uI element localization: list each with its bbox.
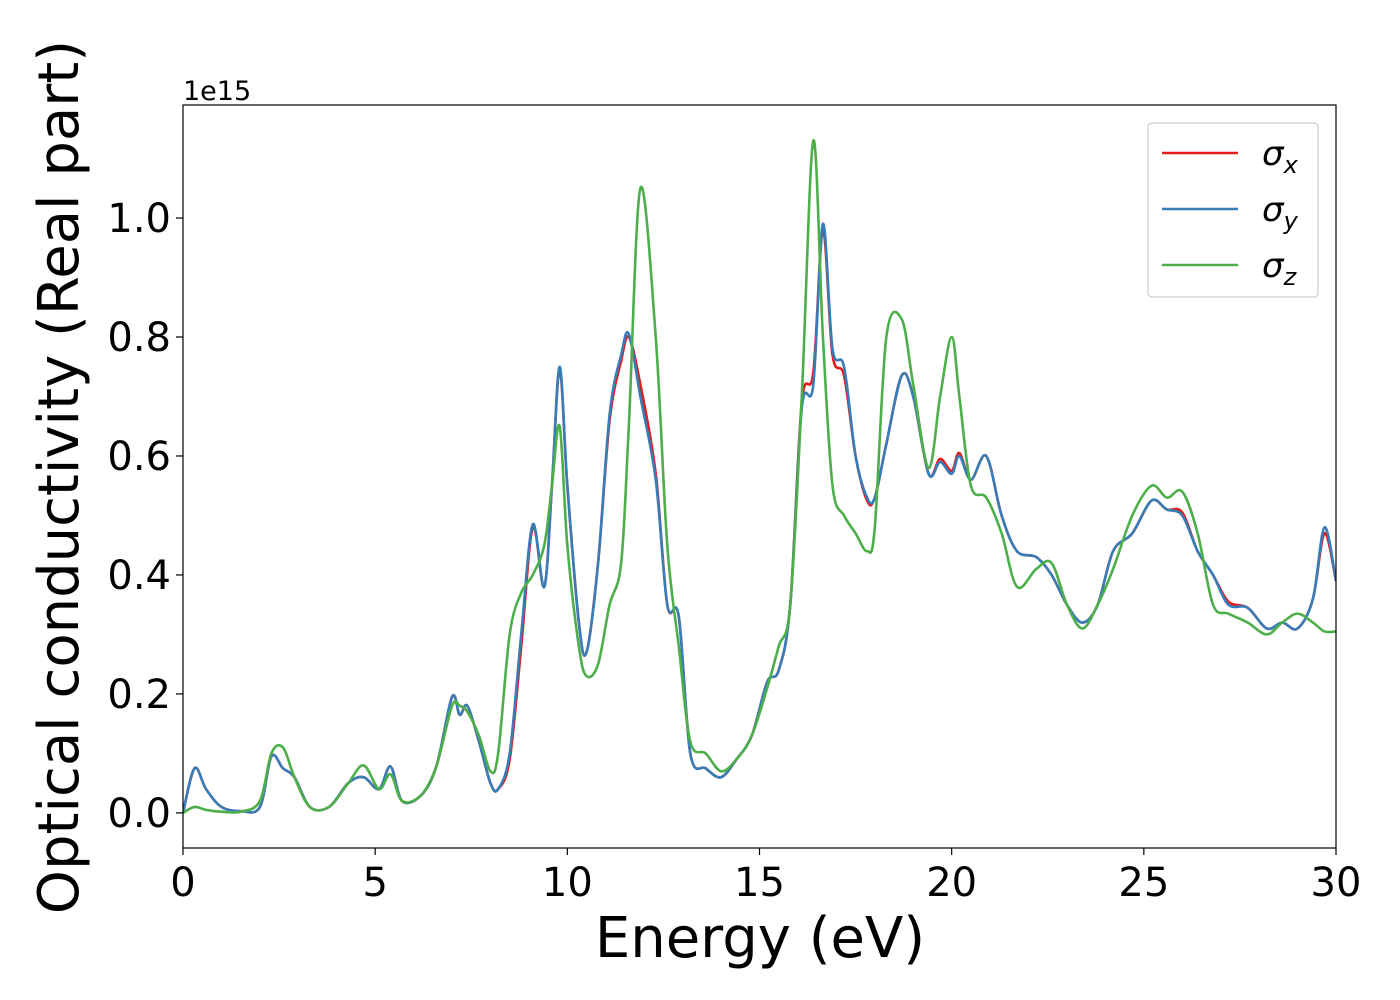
x-tick-label: 5 [362, 860, 387, 906]
x-tick-label: 20 [926, 860, 977, 906]
plot-frame [182, 104, 1337, 849]
x-axis-label: Energy (eV) [595, 906, 925, 971]
offset-text: 1e15 [183, 76, 251, 107]
y-tick-label: 0.6 [107, 434, 171, 480]
y-tick-label: 0.2 [107, 672, 171, 718]
y-axis-label: Optical conductivity (Real part) [27, 40, 92, 914]
y-tick-label: 1.0 [107, 196, 171, 242]
y-tick-label: 0.4 [107, 553, 171, 599]
x-tick-label: 30 [1311, 860, 1362, 906]
series-line [183, 139, 1336, 815]
y-tick-label: 0.8 [107, 315, 171, 361]
legend-label: σy [1262, 190, 1299, 235]
x-tick-label: 25 [1118, 860, 1169, 906]
x-tick-label: 0 [170, 860, 195, 906]
x-tick-label: 10 [542, 860, 593, 906]
x-tick-label: 15 [734, 860, 785, 906]
legend-label: σx [1262, 134, 1299, 179]
legend-label: σz [1262, 246, 1298, 291]
y-tick-label: 0.0 [107, 791, 171, 837]
